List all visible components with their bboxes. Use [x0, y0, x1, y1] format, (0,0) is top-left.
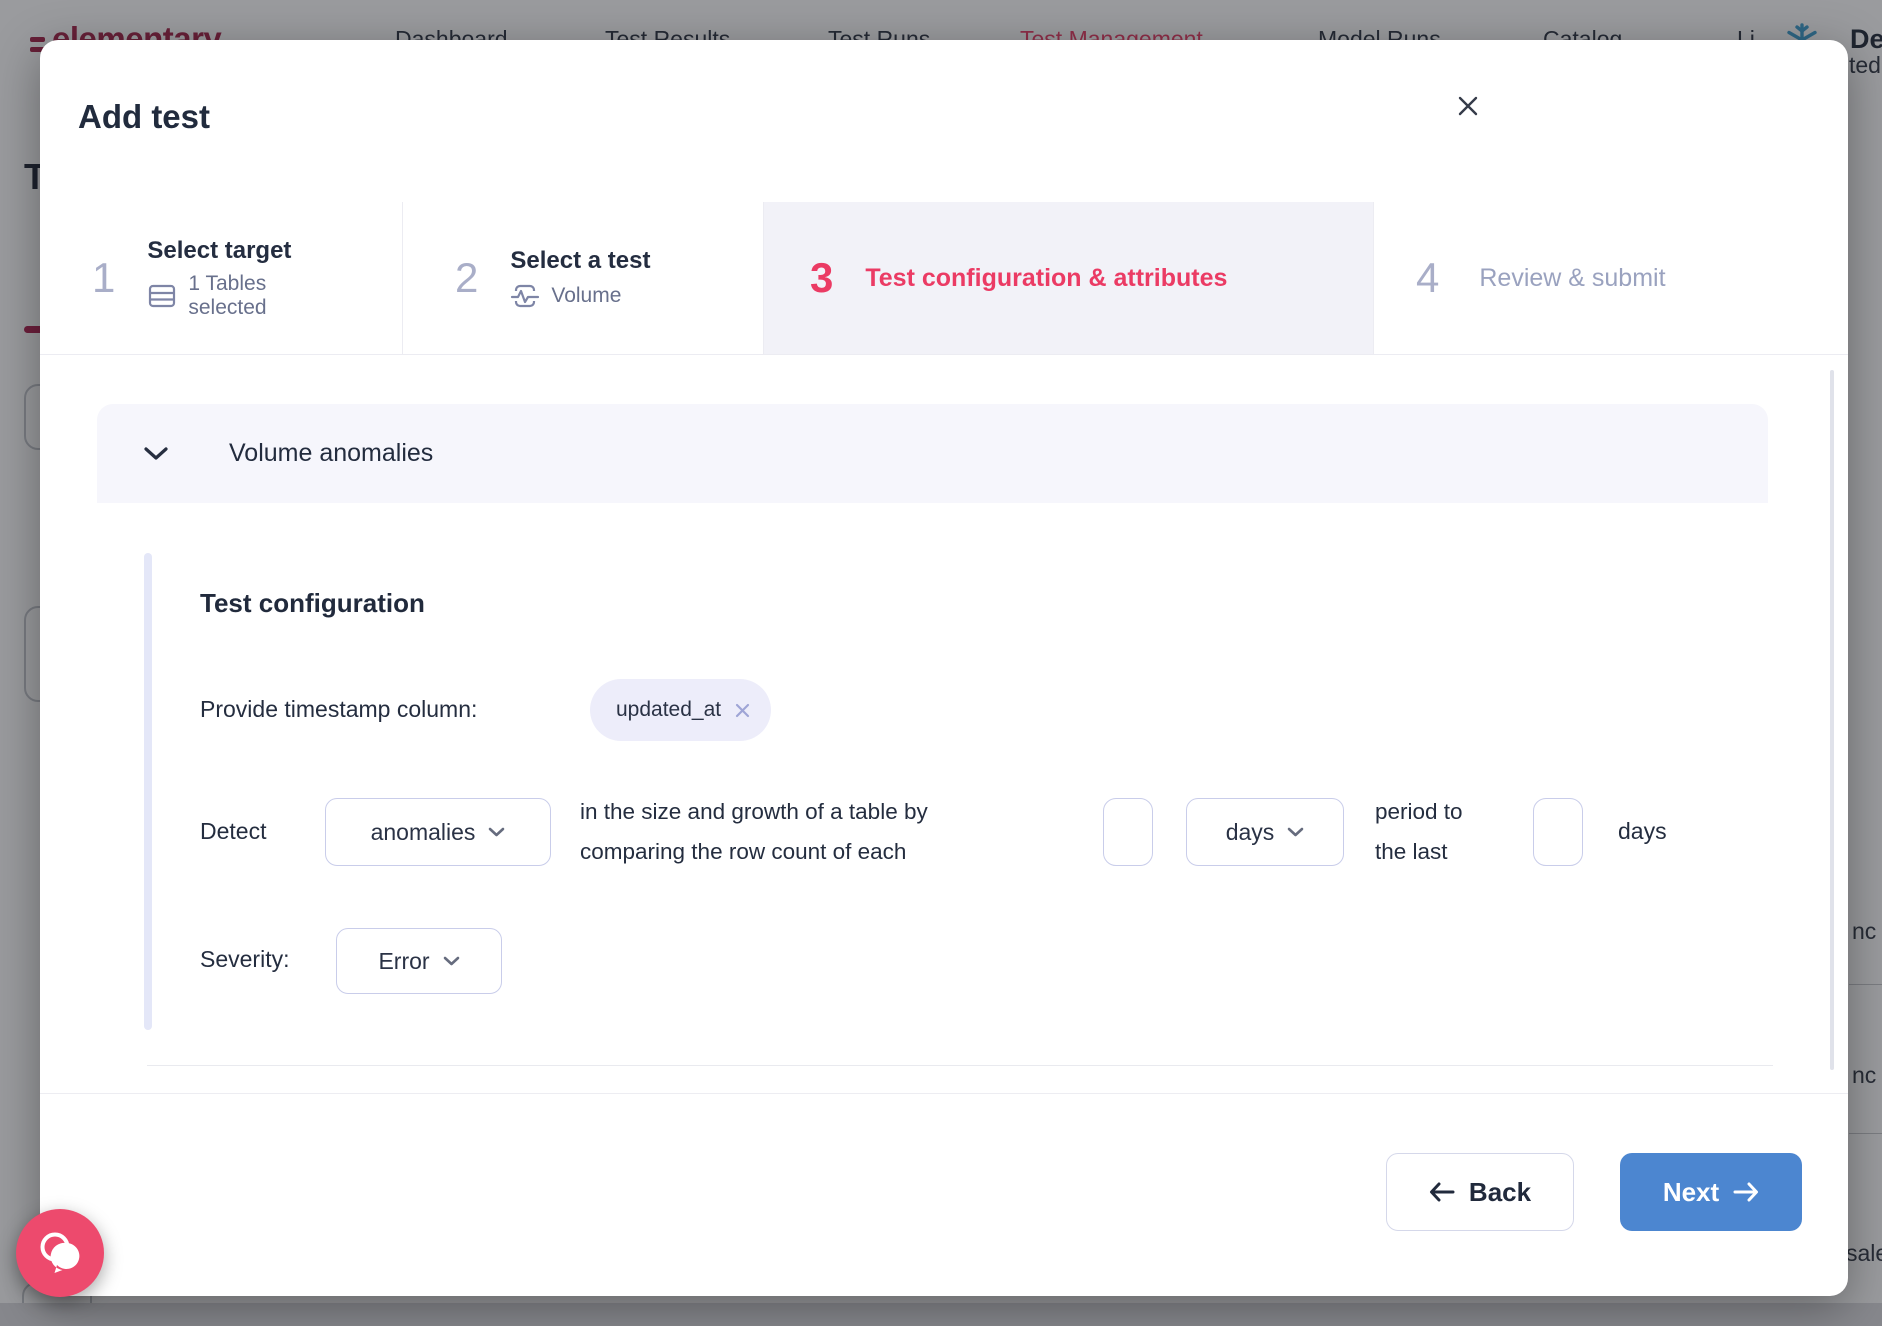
step-number: 4: [1416, 254, 1440, 301]
step-test-configuration[interactable]: 3 Test configuration & attributes: [764, 202, 1374, 354]
severity-value: Error: [378, 947, 430, 974]
chevron-down-icon: [443, 956, 459, 966]
days-label: days: [1618, 818, 1667, 844]
step-title: Select target: [147, 236, 292, 264]
volume-chart-icon: [511, 284, 540, 307]
chat-widget-button[interactable]: [16, 1209, 104, 1297]
step-subtitle: 1 Tables selected: [188, 271, 267, 319]
back-button-label: Back: [1468, 1176, 1532, 1207]
step-title: Test configuration & attributes: [865, 263, 1228, 292]
background-text-fragment: nc: [1852, 1062, 1877, 1088]
anomalies-dropdown[interactable]: anomalies: [325, 798, 551, 866]
step-number: 1: [92, 254, 116, 301]
account-name[interactable]: Dem: [1850, 24, 1882, 54]
background-bottom-band: [0, 1303, 1882, 1326]
table-icon: [149, 284, 176, 307]
scroll-area-edge: [40, 1093, 1848, 1094]
period-description: period to the last: [1375, 799, 1463, 864]
step-number: 2: [455, 254, 479, 301]
modal-scrollbar[interactable]: [1830, 370, 1834, 1070]
background-text-fragment: sale: [1846, 1240, 1882, 1266]
arrow-right-icon: [1733, 1182, 1759, 1202]
background-text-fragment: ted: [1849, 52, 1881, 78]
arrow-left-icon: [1429, 1182, 1455, 1202]
severity-label: Severity:: [200, 946, 290, 972]
chat-bubble-icon: [40, 1232, 80, 1273]
back-button[interactable]: Back: [1386, 1153, 1574, 1231]
content-divider: [147, 1065, 1773, 1066]
step-select-target[interactable]: 1 Select target 1 Tables selected: [40, 202, 403, 354]
add-test-modal: Add test 1 Select target 1 T: [40, 40, 1848, 1296]
close-icon: [736, 703, 750, 717]
section-title: Volume anomalies: [229, 439, 434, 467]
close-button[interactable]: [1448, 86, 1488, 126]
chevron-down-icon: [144, 447, 168, 460]
timestamp-column-label: Provide timestamp column:: [200, 696, 478, 722]
elementary-logo-icon: [30, 36, 45, 52]
period-unit-dropdown[interactable]: days: [1186, 798, 1344, 866]
timestamp-chip[interactable]: updated_at: [590, 679, 772, 741]
next-button[interactable]: Next: [1620, 1153, 1802, 1231]
step-title: Select a test: [510, 246, 651, 274]
step-review-submit[interactable]: 4 Review & submit: [1374, 202, 1848, 354]
chevron-down-icon: [1287, 827, 1304, 837]
timestamp-chip-value: updated_at: [616, 698, 722, 721]
section-accent-bar: [144, 553, 152, 1030]
background-row-divider: [1849, 1133, 1882, 1134]
step-subtitle: Volume: [551, 283, 622, 307]
volume-anomalies-section-header[interactable]: Volume anomalies: [97, 404, 1768, 503]
test-configuration-heading: Test configuration: [200, 588, 425, 618]
background-row-divider: [1849, 984, 1882, 985]
detect-label: Detect: [200, 818, 267, 844]
period-unit-value: days: [1225, 818, 1275, 845]
close-icon: [1458, 96, 1478, 116]
next-button-label: Next: [1662, 1176, 1720, 1207]
chip-remove-button[interactable]: [734, 702, 751, 719]
detect-description: in the size and growth of a table by com…: [580, 799, 928, 864]
step-select-a-test[interactable]: 2 Select a test Volume: [403, 202, 764, 354]
period-count-input[interactable]: [1103, 798, 1153, 866]
anomalies-dropdown-value: anomalies: [370, 818, 476, 845]
step-title: Review & submit: [1479, 263, 1666, 292]
wizard-stepper: 1 Select target 1 Tables selected 2: [40, 202, 1848, 355]
lookback-days-input[interactable]: [1533, 798, 1583, 866]
severity-dropdown[interactable]: Error: [336, 928, 502, 994]
chevron-down-icon: [489, 827, 505, 837]
step-number: 3: [810, 254, 834, 301]
modal-title: Add test: [78, 98, 210, 135]
background-text-fragment: nc: [1852, 918, 1877, 944]
